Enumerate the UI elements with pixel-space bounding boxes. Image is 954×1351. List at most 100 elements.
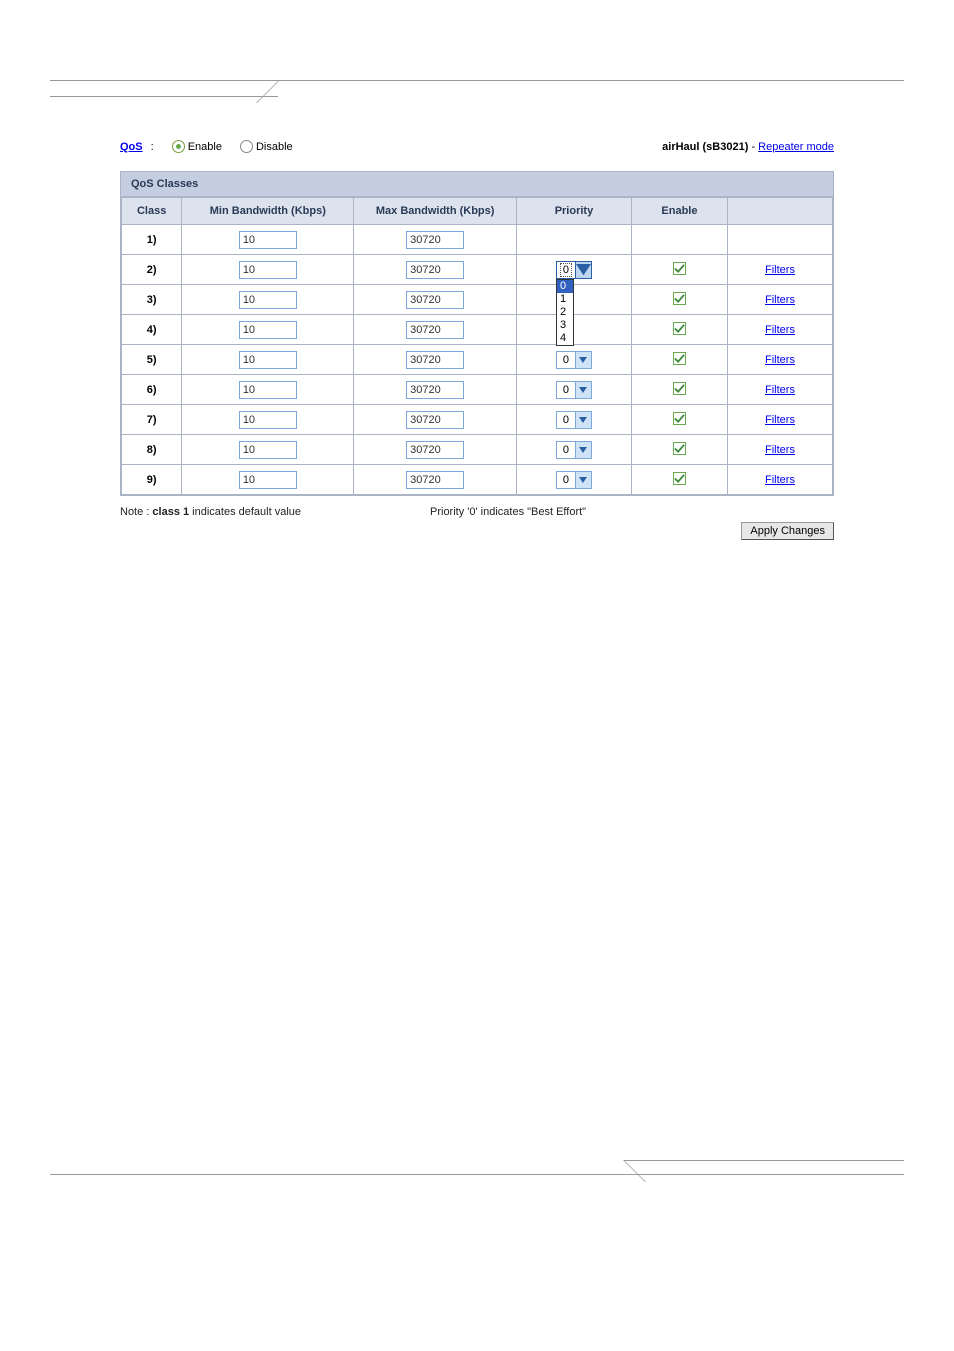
max-bandwidth-input[interactable] bbox=[406, 351, 464, 369]
qos-link[interactable]: QoS bbox=[120, 141, 143, 153]
enable-checkbox[interactable] bbox=[673, 292, 686, 305]
col-header-enable: Enable bbox=[631, 198, 727, 225]
filters-link[interactable]: Filters bbox=[765, 414, 795, 426]
apply-changes-button[interactable]: Apply Changes bbox=[741, 522, 834, 540]
min-bandwidth-input[interactable] bbox=[239, 261, 297, 279]
filters-cell: Filters bbox=[727, 465, 832, 495]
priority-cell: 0 bbox=[517, 375, 632, 405]
enable-checkbox[interactable] bbox=[673, 352, 686, 365]
enable-cell bbox=[631, 465, 727, 495]
min-bandwidth-input[interactable] bbox=[239, 351, 297, 369]
min-bandwidth-input[interactable] bbox=[239, 321, 297, 339]
priority-option[interactable]: 4 bbox=[557, 332, 573, 345]
max-bandwidth-input[interactable] bbox=[406, 441, 464, 459]
table-row: 6) 0 Filters bbox=[122, 375, 833, 405]
priority-cell: 001234 bbox=[517, 255, 632, 285]
max-bandwidth-input[interactable] bbox=[406, 231, 464, 249]
priority-select[interactable]: 0 bbox=[556, 351, 592, 369]
enable-checkbox[interactable] bbox=[673, 322, 686, 335]
enable-checkbox[interactable] bbox=[673, 442, 686, 455]
min-bandwidth-cell bbox=[182, 255, 354, 285]
class-cell: 1) bbox=[122, 225, 182, 255]
header-row: QoS : Enable Disable airHaul (sB3021) - … bbox=[50, 140, 904, 153]
priority-select-open[interactable]: 001234 bbox=[556, 261, 592, 279]
priority-select[interactable]: 0 bbox=[556, 441, 592, 459]
min-bandwidth-input[interactable] bbox=[239, 471, 297, 489]
filters-link[interactable]: Filters bbox=[765, 264, 795, 276]
max-bandwidth-input[interactable] bbox=[406, 261, 464, 279]
notes-row: Note : class 1 indicates default value P… bbox=[120, 506, 834, 518]
max-bandwidth-input[interactable] bbox=[406, 411, 464, 429]
enable-cell bbox=[631, 375, 727, 405]
filters-link[interactable]: Filters bbox=[765, 444, 795, 456]
filters-cell: Filters bbox=[727, 405, 832, 435]
enable-cell bbox=[631, 345, 727, 375]
filters-cell: Filters bbox=[727, 315, 832, 345]
filters-cell: Filters bbox=[727, 375, 832, 405]
note-right: Priority '0' indicates "Best Effort" bbox=[430, 506, 586, 518]
enable-checkbox[interactable] bbox=[673, 412, 686, 425]
max-bandwidth-input[interactable] bbox=[406, 471, 464, 489]
max-bandwidth-cell bbox=[354, 225, 517, 255]
filters-link[interactable]: Filters bbox=[765, 324, 795, 336]
max-bandwidth-cell bbox=[354, 315, 517, 345]
class-cell: 6) bbox=[122, 375, 182, 405]
table-row: 1) bbox=[122, 225, 833, 255]
disable-radio[interactable]: Disable bbox=[240, 140, 293, 153]
table-row: 8)0Filters bbox=[122, 435, 833, 465]
filters-link[interactable]: Filters bbox=[765, 384, 795, 396]
table-row: 9)0Filters bbox=[122, 465, 833, 495]
max-bandwidth-cell bbox=[354, 375, 517, 405]
max-bandwidth-cell bbox=[354, 465, 517, 495]
col-header-filters bbox=[727, 198, 832, 225]
max-bandwidth-input[interactable] bbox=[406, 291, 464, 309]
priority-option[interactable]: 1 bbox=[557, 293, 573, 306]
mode-link[interactable]: Repeater mode bbox=[758, 141, 834, 153]
min-bandwidth-input[interactable] bbox=[239, 441, 297, 459]
enable-checkbox[interactable] bbox=[673, 382, 686, 395]
enable-radio[interactable]: Enable bbox=[172, 140, 222, 153]
min-bandwidth-input[interactable] bbox=[239, 411, 297, 429]
min-bandwidth-input[interactable] bbox=[239, 231, 297, 249]
min-bandwidth-input[interactable] bbox=[239, 291, 297, 309]
bottom-divider bbox=[0, 1160, 954, 1190]
class-cell: 2) bbox=[122, 255, 182, 285]
max-bandwidth-input[interactable] bbox=[406, 321, 464, 339]
min-bandwidth-cell bbox=[182, 315, 354, 345]
qos-table: Class Min Bandwidth (Kbps) Max Bandwidth… bbox=[121, 197, 833, 495]
enable-checkbox[interactable] bbox=[673, 262, 686, 275]
filters-cell: Filters bbox=[727, 285, 832, 315]
priority-cell bbox=[517, 315, 632, 345]
min-bandwidth-cell bbox=[182, 465, 354, 495]
min-bandwidth-cell bbox=[182, 285, 354, 315]
priority-select[interactable]: 0 bbox=[556, 471, 592, 489]
priority-cell bbox=[517, 225, 632, 255]
filters-link[interactable]: Filters bbox=[765, 294, 795, 306]
max-bandwidth-cell bbox=[354, 255, 517, 285]
chevron-down-icon bbox=[575, 472, 591, 488]
qos-section-title: QoS Classes bbox=[121, 172, 833, 197]
class-cell: 5) bbox=[122, 345, 182, 375]
table-row: 5) 0 Filters bbox=[122, 345, 833, 375]
priority-dropdown-list[interactable]: 01234 bbox=[556, 279, 574, 346]
col-header-class: Class bbox=[122, 198, 182, 225]
min-bandwidth-input[interactable] bbox=[239, 381, 297, 399]
max-bandwidth-input[interactable] bbox=[406, 381, 464, 399]
priority-select[interactable]: 0 bbox=[556, 381, 592, 399]
priority-select[interactable]: 0 bbox=[556, 411, 592, 429]
priority-cell bbox=[517, 285, 632, 315]
priority-cell: 0 bbox=[517, 435, 632, 465]
filters-link[interactable]: Filters bbox=[765, 474, 795, 486]
class-cell: 3) bbox=[122, 285, 182, 315]
priority-option[interactable]: 0 bbox=[557, 280, 573, 293]
device-label: airHaul (sB3021) bbox=[662, 141, 748, 153]
filters-link[interactable]: Filters bbox=[765, 354, 795, 366]
priority-option[interactable]: 3 bbox=[557, 319, 573, 332]
radio-unselected-icon bbox=[240, 140, 253, 153]
priority-option[interactable]: 2 bbox=[557, 306, 573, 319]
table-row: 7)0Filters bbox=[122, 405, 833, 435]
enable-checkbox[interactable] bbox=[673, 472, 686, 485]
col-header-min: Min Bandwidth (Kbps) bbox=[182, 198, 354, 225]
max-bandwidth-cell bbox=[354, 435, 517, 465]
qos-table-wrap: QoS Classes Class Min Bandwidth (Kbps) M… bbox=[120, 171, 834, 496]
